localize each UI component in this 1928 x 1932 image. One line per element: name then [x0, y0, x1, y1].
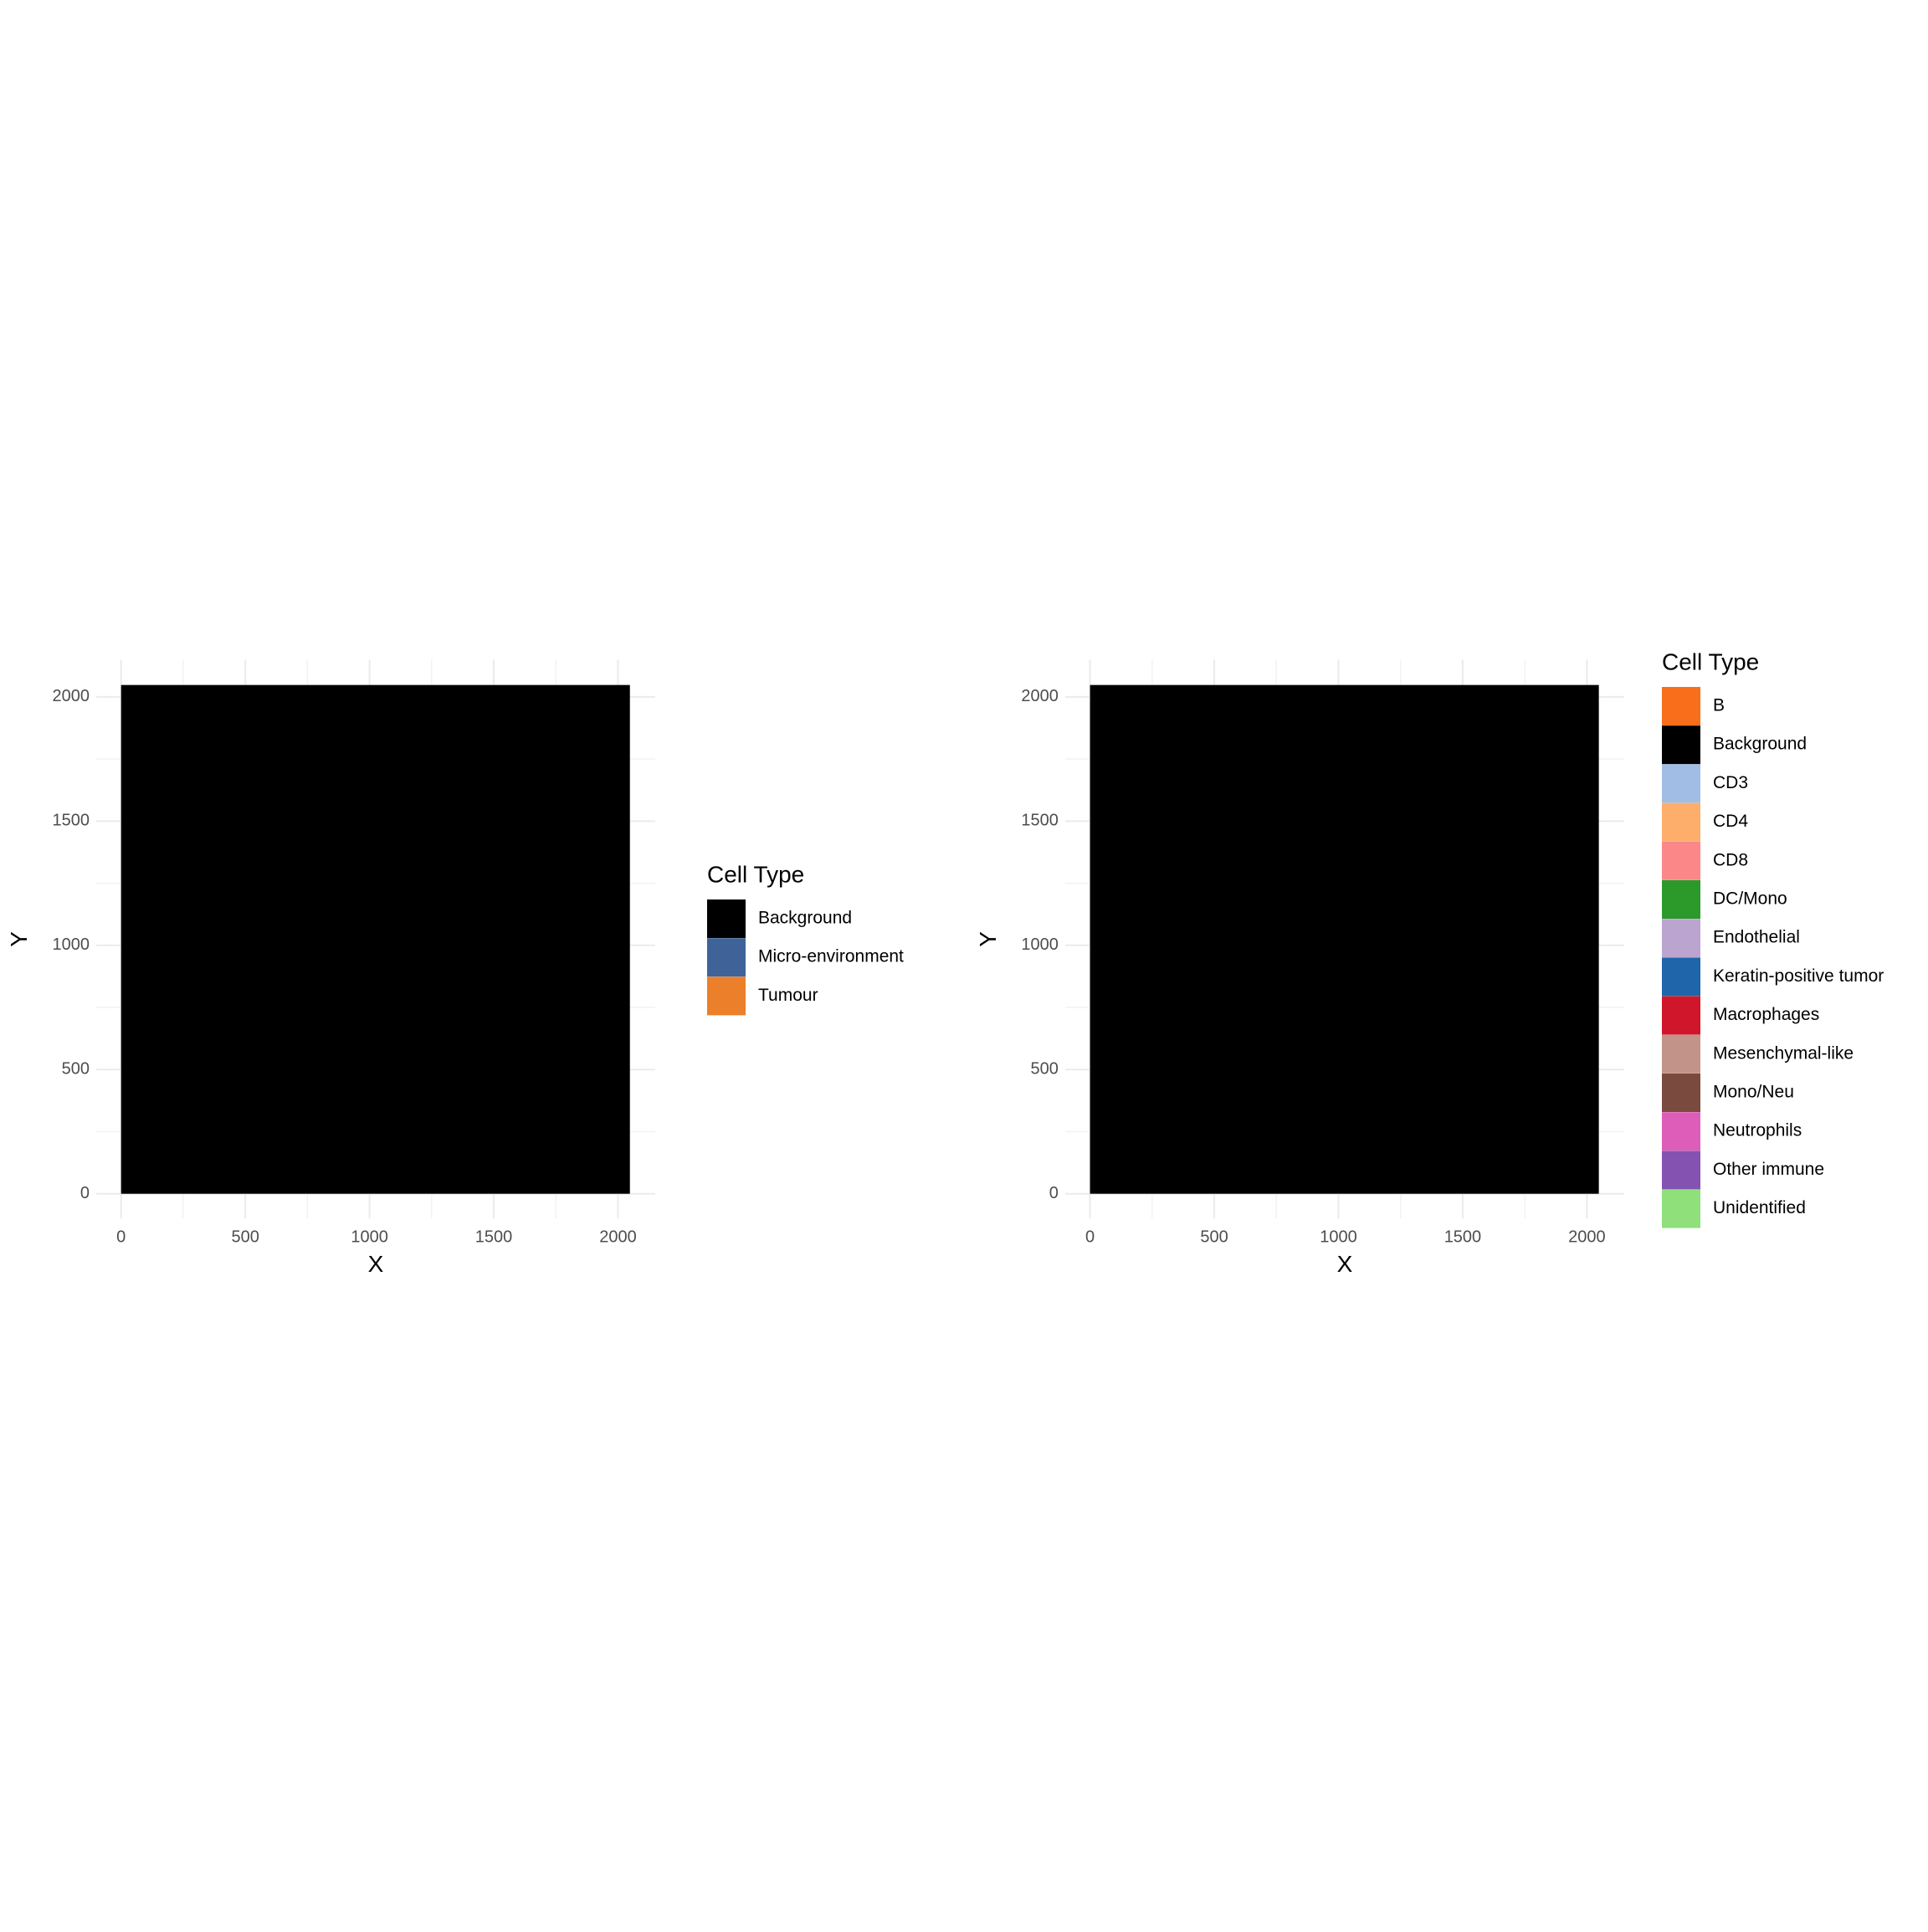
legend-label: Mono/Neu	[1713, 1083, 1794, 1102]
legend-label: Endothelial	[1713, 928, 1800, 947]
y-tick-label: 1000	[53, 935, 90, 954]
legend-key	[707, 976, 746, 1016]
legend-key	[707, 899, 746, 938]
legend-label: Background	[1713, 735, 1807, 754]
legend-label: CD8	[1713, 850, 1748, 869]
y-tick-label: 2000	[1021, 687, 1059, 705]
legend-key	[1662, 1074, 1700, 1112]
legend-title: Cell Type	[1662, 648, 1759, 674]
legend-key	[1662, 802, 1700, 842]
legend-label: Background	[758, 909, 852, 928]
y-tick-label: 500	[62, 1060, 90, 1079]
legend-label: CD4	[1713, 812, 1748, 831]
legend-key	[1662, 1034, 1700, 1074]
legend-label: Micro-environment	[758, 947, 904, 966]
x-tick-label: 1000	[1320, 1228, 1357, 1247]
legend-key	[1662, 687, 1700, 725]
legend-label: DC/Mono	[1713, 889, 1787, 909]
legend-label: Keratin-positive tumor	[1713, 966, 1884, 986]
legend-label: Tumour	[758, 986, 818, 1005]
legend-label: Unidentified	[1713, 1198, 1806, 1217]
x-tick-label: 1000	[351, 1228, 388, 1247]
legend-title: Cell Type	[707, 861, 804, 887]
legend-key	[1662, 764, 1700, 803]
x-tick-label: 500	[1200, 1228, 1228, 1247]
legend-key	[1662, 1112, 1700, 1151]
raster-panel	[1090, 684, 1599, 1194]
y-axis-title: Y	[6, 931, 32, 947]
legend-label: Mesenchymal-like	[1713, 1043, 1854, 1063]
legend-key	[1662, 919, 1700, 958]
legend-label: CD3	[1713, 773, 1748, 792]
x-tick-label: 0	[116, 1228, 126, 1247]
x-tick-label: 2000	[1568, 1228, 1606, 1247]
legend-key	[707, 938, 746, 977]
y-tick-label: 0	[80, 1184, 90, 1202]
y-tick-label: 1500	[1021, 812, 1059, 830]
y-tick-label: 1500	[53, 812, 90, 830]
x-axis-title: X	[1337, 1251, 1353, 1277]
y-tick-label: 500	[1031, 1060, 1059, 1079]
legend-label: B	[1713, 696, 1725, 715]
legend-key	[1662, 957, 1700, 997]
y-tick-label: 0	[1049, 1184, 1059, 1202]
y-tick-label: 1000	[1021, 935, 1059, 954]
legend-key	[1662, 1150, 1700, 1190]
legend-key	[1662, 725, 1700, 765]
x-tick-label: 1500	[1444, 1228, 1482, 1247]
legend-label: Neutrophils	[1713, 1121, 1802, 1140]
legend-key	[1662, 880, 1700, 919]
x-axis-title: X	[368, 1251, 384, 1277]
x-tick-label: 500	[231, 1228, 259, 1247]
x-tick-label: 2000	[599, 1228, 637, 1247]
legend-key	[1662, 1189, 1700, 1228]
legend-label: Macrophages	[1713, 1005, 1819, 1024]
y-axis-title: Y	[975, 931, 1001, 947]
legend-key	[1662, 996, 1700, 1035]
legend-label: Other immune	[1713, 1160, 1824, 1179]
raster-panel	[120, 684, 630, 1194]
legend-key	[1662, 841, 1700, 880]
x-tick-label: 0	[1085, 1228, 1095, 1247]
x-tick-label: 1500	[475, 1228, 513, 1247]
y-tick-label: 2000	[53, 687, 90, 705]
